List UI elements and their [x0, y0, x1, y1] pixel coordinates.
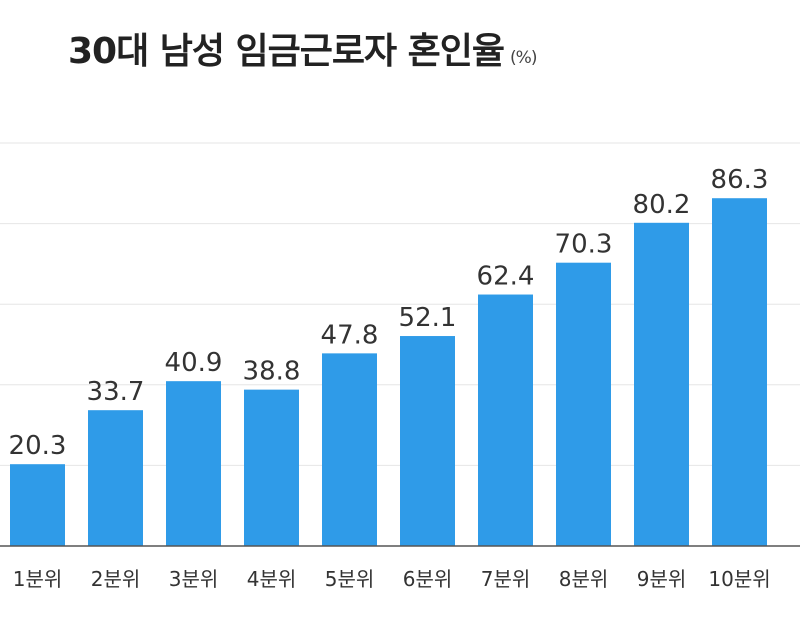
x-tick-label: 4분위	[247, 567, 297, 591]
bar	[166, 381, 221, 546]
x-tick-label: 8분위	[559, 567, 609, 591]
chart-unit: (%)	[510, 48, 537, 68]
chart-title-text: 30대 남성 임금근로자 혼인율	[68, 31, 505, 72]
bar	[634, 222, 689, 546]
data-label: 47.8	[321, 320, 379, 350]
data-label: 62.4	[477, 262, 535, 292]
data-label: 38.8	[243, 357, 301, 387]
x-tick-label: 5분위	[325, 567, 375, 591]
bar	[478, 294, 533, 546]
bar	[244, 389, 299, 546]
data-label: 52.1	[399, 303, 457, 333]
data-label: 33.7	[87, 377, 145, 407]
data-label: 86.3	[711, 165, 769, 195]
bar	[556, 262, 611, 546]
x-tick-label: 6분위	[403, 567, 453, 591]
x-tick-label: 1분위	[13, 567, 63, 591]
x-tick-label: 10분위	[708, 567, 770, 591]
data-label: 20.3	[9, 431, 67, 461]
x-tick-label: 9분위	[637, 567, 687, 591]
x-tick-label: 3분위	[169, 567, 219, 591]
bar	[400, 336, 455, 546]
bar	[322, 353, 377, 546]
x-tick-label: 2분위	[91, 567, 141, 591]
chart-title: 30대 남성 임금근로자 혼인율 (%)	[68, 22, 537, 74]
data-label: 70.3	[555, 230, 613, 260]
bar	[88, 410, 143, 546]
bar	[712, 198, 767, 546]
data-label: 80.2	[633, 190, 691, 220]
bar	[10, 464, 65, 546]
data-label: 40.9	[165, 348, 223, 378]
x-tick-label: 7분위	[481, 567, 531, 591]
